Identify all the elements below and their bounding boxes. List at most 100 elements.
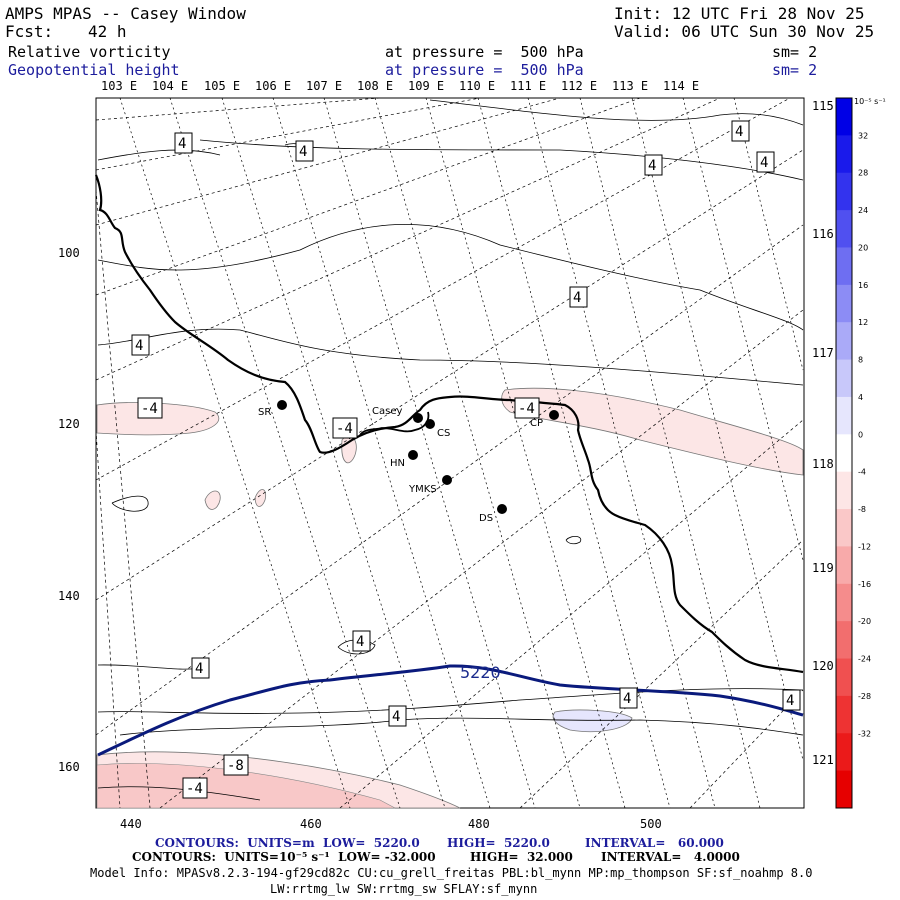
- height-contour-high: HIGH= 5220.0: [447, 836, 550, 850]
- svg-text:-4: -4: [336, 421, 353, 437]
- colorbar-swatch: [836, 172, 852, 211]
- vorticity-label: 4: [388, 705, 407, 727]
- svg-text:4: 4: [392, 709, 400, 725]
- forecast-hour: 42 h: [88, 22, 127, 41]
- svg-text:4: 4: [299, 144, 307, 160]
- vorticity-label: -4: [514, 397, 540, 419]
- station-marker: HN: [390, 450, 418, 469]
- y-tick: 120: [58, 417, 80, 431]
- height-contour-label: 5220: [460, 663, 501, 682]
- svg-text:CP: CP: [530, 418, 543, 429]
- colorbar-tick-label: 8: [858, 356, 863, 365]
- model-info: Model Info: MPASv8.2.3-194-gf29cd82c CU:…: [90, 866, 813, 880]
- vorticity-label: 4: [619, 687, 638, 709]
- height-contour-5220: [97, 664, 804, 757]
- vorticity-label: 4: [731, 120, 750, 142]
- svg-text:DS: DS: [479, 513, 493, 524]
- svg-text:4: 4: [760, 155, 768, 171]
- y-tick: 100: [58, 246, 80, 260]
- field1-smoothing: sm= 2: [772, 43, 818, 61]
- field1-name: Relative vorticity: [8, 43, 171, 61]
- svg-text:110 E: 110 E: [459, 79, 495, 93]
- colorbar-tick-label: -4: [858, 468, 866, 477]
- colorbar: 32 28 24 20 16 12 8 4 0 -4 -8 -12 -16 -20 -24 -28 -32: [835, 97, 871, 809]
- colorbar-tick-label: -24: [858, 655, 871, 664]
- svg-text:4: 4: [135, 338, 143, 354]
- colorbar-swatch: [836, 359, 852, 398]
- svg-text:-4: -4: [141, 401, 158, 417]
- svg-text:103 E: 103 E: [101, 79, 137, 93]
- svg-text:108 E: 108 E: [357, 79, 393, 93]
- init-time: Init: 12 UTC Fri 28 Nov 25: [614, 4, 865, 23]
- vorticity-fill-area: [254, 489, 267, 507]
- svg-text:HN: HN: [390, 458, 405, 469]
- colorbar-tick-label: 16: [858, 281, 868, 290]
- x-tick: 460: [300, 817, 322, 831]
- vorticity-label: -8: [223, 754, 249, 776]
- vorticity-contour-info: CONTOURS: UNITS=10⁻⁵ s⁻¹ LOW= -32.000: [132, 850, 436, 864]
- vorticity-label: -4: [137, 397, 163, 419]
- svg-text:4: 4: [178, 136, 186, 152]
- vorticity-label-group: 4 4 4 4 4 4 4 -4 -4 -4 4 4 4 4 4 -8 -4: [131, 120, 801, 799]
- colorbar-swatch: [836, 658, 852, 697]
- coastline: [94, 174, 804, 674]
- colorbar-swatch: [836, 546, 852, 585]
- station-marker: CS: [425, 419, 450, 439]
- x-tick: 440: [120, 817, 142, 831]
- height-contour-interval: INTERVAL= 60.000: [585, 836, 724, 850]
- svg-text:106 E: 106 E: [255, 79, 291, 93]
- svg-text:-4: -4: [518, 401, 535, 417]
- product-title: AMPS MPAS -- Casey Window: [5, 4, 246, 23]
- colorbar-swatch: [836, 434, 852, 473]
- svg-text:SR: SR: [258, 407, 271, 418]
- svg-text:113 E: 113 E: [612, 79, 648, 93]
- colorbar-tick-label: -32: [858, 729, 871, 738]
- vorticity-label: 4: [782, 689, 801, 711]
- colorbar-swatch: [836, 135, 852, 174]
- vorticity-label: -4: [332, 417, 358, 439]
- station-marker: CP: [530, 410, 559, 429]
- svg-text:109 E: 109 E: [408, 79, 444, 93]
- svg-text:107 E: 107 E: [306, 79, 342, 93]
- colorbar-swatch: [836, 770, 852, 809]
- colorbar-tick-label: 0: [858, 430, 863, 439]
- colorbar-swatch: [836, 284, 852, 323]
- colorbar-tick-label: -8: [858, 505, 866, 514]
- colorbar-tick-label: 4: [858, 393, 863, 402]
- colorbar-tick-label: 32: [858, 131, 868, 140]
- svg-text:Casey: Casey: [372, 406, 402, 417]
- colorbar-swatch: [836, 247, 852, 286]
- colorbar-tick-label: 12: [858, 318, 868, 327]
- colorbar-unit: 10⁻⁵ s⁻¹: [854, 97, 886, 106]
- svg-text:4: 4: [573, 290, 581, 306]
- svg-text:111 E: 111 E: [510, 79, 546, 93]
- vorticity-label: -4: [182, 777, 208, 799]
- longitude-lines: [95, 97, 804, 809]
- station-marker: SR: [258, 400, 287, 418]
- vorticity-fill-area: [96, 763, 396, 809]
- colorbar-swatch: [836, 583, 852, 622]
- colorbar-tick-label: -20: [858, 617, 871, 626]
- colorbar-swatch: [836, 98, 852, 136]
- colorbar-tick-label: 20: [858, 243, 868, 252]
- vorticity-label: 4: [569, 286, 588, 308]
- svg-text:CS: CS: [437, 428, 450, 439]
- vorticity-label: 4: [756, 151, 775, 173]
- vorticity-label: 4: [352, 630, 371, 652]
- vorticity-contour-high: HIGH= 32.000: [470, 850, 573, 864]
- vorticity-label: 4: [644, 154, 663, 176]
- svg-text:YMKS: YMKS: [408, 484, 437, 495]
- top-longitude-labels: 103 E 104 E 105 E 106 E 107 E 108 E 109 …: [101, 79, 699, 93]
- colorbar-swatch: [836, 396, 852, 435]
- station-marker: Casey: [372, 406, 423, 423]
- colorbar-tick-label: -28: [858, 692, 871, 701]
- station-group: SR Casey CS HN YMKS DS CP: [258, 400, 559, 524]
- station-marker: DS: [479, 504, 507, 524]
- svg-text:114 E: 114 E: [663, 79, 699, 93]
- svg-text:104 E: 104 E: [152, 79, 188, 93]
- height-contour-info: CONTOURS: UNITS=m LOW= 5220.0: [155, 836, 420, 850]
- station-marker: YMKS: [408, 475, 452, 495]
- colorbar-tick-label: 28: [858, 169, 868, 178]
- x-tick: 480: [468, 817, 490, 831]
